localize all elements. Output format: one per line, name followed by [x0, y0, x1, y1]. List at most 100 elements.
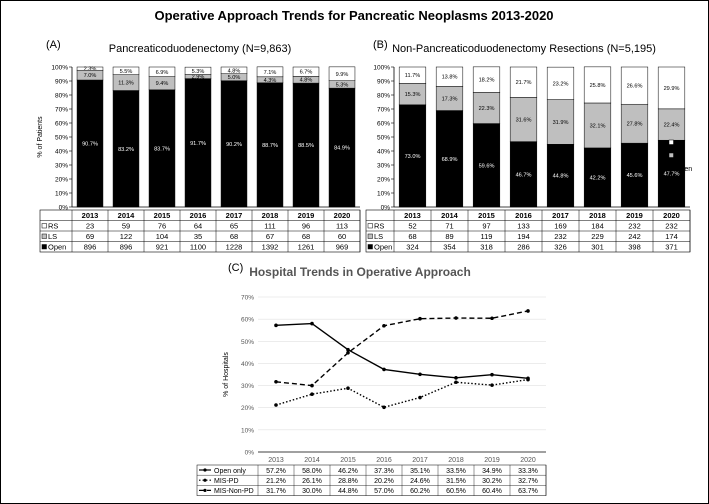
- y-tick-label: 70%: [55, 107, 68, 114]
- y-tick-label: 30%: [241, 383, 254, 390]
- bar-data-label: 2.3%: [84, 67, 97, 73]
- bar-segment-open: [328, 87, 356, 208]
- table-cell: 46.2%: [338, 468, 358, 475]
- x-tick-label: 2016: [376, 457, 392, 464]
- bar-data-label: 22.3%: [479, 106, 495, 112]
- table-cell: 35: [194, 232, 202, 241]
- y-tick-label: 10%: [55, 191, 68, 198]
- bar-data-label: 42.2%: [590, 175, 606, 181]
- bar-data-label: 90.2%: [226, 142, 242, 148]
- y-tick-label: 0%: [59, 205, 69, 212]
- table-cell: 1392: [262, 242, 279, 251]
- bar-segment-rs: [509, 66, 538, 98]
- legend-swatch-ls: [367, 233, 373, 239]
- data-point: [310, 321, 314, 326]
- table-cell: 232: [665, 221, 678, 230]
- bar-data-label: 4.8%: [228, 68, 241, 74]
- bar-segment-rs: [583, 66, 612, 104]
- x-tick-label: 2014: [304, 457, 320, 464]
- table-cell: 122: [120, 232, 133, 241]
- data-point: [346, 347, 350, 352]
- x-tick-label: 2013: [82, 211, 99, 220]
- table-cell: 69: [86, 232, 94, 241]
- bar-data-label: 31.6%: [516, 118, 532, 124]
- y-tick-label: 50%: [241, 339, 254, 346]
- table-cell: 26.1%: [302, 478, 322, 485]
- table-row-label: Open: [48, 242, 66, 251]
- data-point: [274, 380, 278, 384]
- x-tick-label: 2020: [520, 457, 536, 464]
- table-cell: 301: [591, 242, 604, 251]
- bar-data-label: 83.7%: [154, 146, 170, 152]
- table-cell: 68: [230, 232, 238, 241]
- table-cell: 113: [336, 221, 348, 230]
- bar-data-label: 2.9%: [192, 75, 205, 81]
- bar-data-label: 83.2%: [118, 147, 134, 153]
- bar-data-label: 11.7%: [405, 73, 420, 79]
- bar-segment-open: [256, 82, 284, 208]
- table-cell: 31.7%: [266, 488, 286, 495]
- y-axis-label: % of Patients: [37, 116, 44, 158]
- table-cell: 89: [445, 232, 453, 241]
- y-tick-label: 10%: [241, 427, 254, 434]
- table-cell: 60.2%: [410, 488, 430, 495]
- bar-data-label: 6.7%: [300, 70, 313, 76]
- bar-segment-rs: [292, 66, 320, 77]
- bar-segment-rs: [620, 66, 649, 105]
- table-cell: 96: [302, 221, 310, 230]
- y-tick-label: 20%: [241, 405, 254, 412]
- bar-segment-open: [657, 139, 686, 208]
- table-cell: 32.7%: [518, 478, 538, 485]
- figure-title: Operative Approach Trends for Pancreatic…: [154, 8, 553, 23]
- x-tick-label: 2016: [515, 211, 532, 220]
- table-cell: 44.8%: [338, 488, 358, 495]
- table-cell: 20.2%: [374, 478, 394, 485]
- table-cell: 969: [336, 242, 349, 251]
- bar-data-label: 25.8%: [590, 83, 606, 89]
- bar-data-label: 32.1%: [590, 123, 606, 129]
- table-cell: 232: [554, 232, 567, 241]
- y-tick-label: 80%: [55, 93, 68, 100]
- x-tick-label: 2015: [340, 457, 356, 464]
- x-tick-label: 2018: [448, 457, 464, 464]
- data-point: [310, 392, 314, 397]
- table-cell: 111: [264, 221, 275, 230]
- bar-segment-open: [583, 147, 612, 208]
- y-tick-label: 20%: [55, 177, 68, 184]
- data-point: [490, 316, 494, 321]
- bar-segment-rs: [398, 66, 427, 84]
- bar-data-label: 59.6%: [479, 163, 495, 169]
- legend-marker: [203, 478, 207, 482]
- x-tick-label: 2020: [663, 211, 680, 220]
- bar-data-label: 11.3%: [118, 81, 133, 87]
- x-tick-label: 2014: [118, 211, 136, 220]
- data-point: [310, 383, 314, 388]
- x-tick-label: 2013: [268, 457, 284, 464]
- bar-data-label: 47.7%: [664, 172, 680, 178]
- table-cell: 63.7%: [518, 488, 538, 495]
- bar-data-label: 23.2%: [553, 81, 569, 87]
- x-tick-label: 2016: [190, 211, 207, 220]
- bar-data-label: 9.9%: [336, 72, 349, 78]
- table-cell: 896: [120, 242, 133, 251]
- table-cell: 68: [302, 232, 310, 241]
- table-cell: 35.1%: [410, 468, 430, 475]
- bar-segment-rs: [220, 66, 248, 74]
- panel-c-chart: (C) Hospital Trends in Operative Approach…: [196, 262, 547, 496]
- legend-swatch-ls: [668, 152, 674, 158]
- bar-data-label: 15.3%: [405, 92, 421, 98]
- y-tick-label: 0%: [245, 450, 255, 457]
- table-cell: 28.8%: [338, 478, 358, 485]
- bar-data-label: 31.9%: [553, 120, 569, 126]
- y-tick-label: 50%: [55, 135, 68, 142]
- y-axis-label: % of Hospitals: [223, 352, 230, 397]
- data-point: [454, 376, 458, 380]
- table-cell: 133: [517, 221, 530, 230]
- bar-data-label: 5.3%: [192, 69, 205, 75]
- table-cell: 30.2%: [482, 478, 502, 485]
- bar-segment-rs: [256, 66, 284, 78]
- table-cell: 71: [445, 221, 453, 230]
- table-cell: 76: [158, 221, 166, 230]
- x-tick-label: 2013: [404, 211, 421, 220]
- table-cell: 68: [408, 232, 416, 241]
